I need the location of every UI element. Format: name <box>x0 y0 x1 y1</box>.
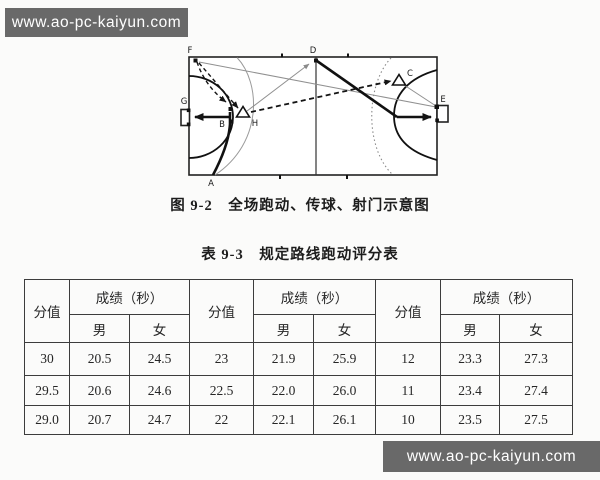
left-goal-area-arc <box>188 75 234 159</box>
table-cell: 27.4 <box>499 375 573 406</box>
run-path-a-b <box>211 112 232 176</box>
left-free-throw-arc <box>214 57 254 176</box>
pass-line-h-d <box>246 63 310 112</box>
header-cell-result: 成绩（秒） <box>440 279 573 315</box>
header-cell-male: 男 <box>69 314 130 343</box>
table-cell: 23.5 <box>440 405 500 435</box>
pass-line-c-e <box>400 82 437 107</box>
goal-post-marker <box>186 108 191 113</box>
table-cell: 22.1 <box>253 405 314 435</box>
header-cell-female: 女 <box>499 314 573 343</box>
watermark-url-top: www.ao-pc-kaiyun.com <box>11 13 182 31</box>
table-cell: 27.3 <box>499 342 573 376</box>
point-marker-b-upper <box>228 107 233 111</box>
point-marker-b-lower <box>229 119 234 124</box>
header-cell-result: 成绩（秒） <box>253 279 376 315</box>
header-cell-male: 男 <box>253 314 314 343</box>
dashed-pass-h-c <box>250 79 392 113</box>
header-cell-male: 男 <box>440 314 500 343</box>
point-label-g: G <box>181 97 188 107</box>
point-label-b: B <box>219 120 225 130</box>
table-cell: 20.7 <box>69 405 130 435</box>
table-cell: 30 <box>24 342 70 376</box>
point-marker-e <box>434 104 439 109</box>
point-label-c: C <box>407 69 413 79</box>
table-cell: 23 <box>189 342 254 376</box>
table-row: 29.5 20.6 24.6 22.5 22.0 26.0 11 23.4 27… <box>24 375 573 406</box>
player-triangle-c <box>391 72 407 86</box>
table-cell: 20.6 <box>69 375 130 406</box>
table-cell: 11 <box>375 375 441 406</box>
right-free-throw-arc <box>371 57 394 176</box>
table-caption: 表 9-3 规定路线跑动评分表 <box>201 247 399 263</box>
table-cell: 25.9 <box>313 342 376 376</box>
point-label-a: A <box>208 179 214 189</box>
header-row-1: 分值 成绩（秒） 分值 成绩（秒） 分值 成绩（秒） <box>24 279 573 343</box>
goal-post-marker <box>186 122 191 127</box>
table-cell: 27.5 <box>499 405 573 435</box>
point-marker-d <box>314 58 318 63</box>
table-cell: 24.6 <box>129 375 190 406</box>
watermark-banner-bottom: www.ao-pc-kaiyun.com <box>383 441 600 472</box>
table-cell: 24.5 <box>129 342 190 376</box>
point-marker-f <box>193 58 198 63</box>
header-cell-score: 分值 <box>24 279 70 343</box>
watermark-url-bottom: www.ao-pc-kaiyun.com <box>406 447 577 465</box>
table-cell: 22 <box>189 405 254 435</box>
player-triangle-h <box>235 104 251 118</box>
table-cell: 21.9 <box>253 342 314 376</box>
table-cell: 20.5 <box>69 342 130 376</box>
table-cell: 26.1 <box>313 405 376 435</box>
point-label-f: F <box>188 46 193 56</box>
header-cell-female: 女 <box>313 314 376 343</box>
goal-post-marker <box>435 118 439 123</box>
pass-line-f-e <box>198 61 437 108</box>
table-cell: 22.0 <box>253 375 314 406</box>
table-cell: 26.0 <box>313 375 376 406</box>
table-cell: 10 <box>375 405 441 435</box>
dashed-path-f-h <box>198 62 239 109</box>
header-cell-score: 分值 <box>189 279 254 343</box>
table-cell: 12 <box>375 342 441 376</box>
score-table: 分值 成绩（秒） 分值 成绩（秒） 分值 成绩（秒） 男 女 男 女 男 女 3… <box>24 279 573 435</box>
run-path-d <box>316 59 398 119</box>
substitution-ticks <box>279 53 349 179</box>
header-cell-score: 分值 <box>375 279 441 343</box>
table-cell: 23.3 <box>440 342 500 376</box>
header-cell-result: 成绩（秒） <box>69 279 190 315</box>
table-row: 29.0 20.7 24.7 22 22.1 26.1 10 23.5 27.5 <box>24 405 573 435</box>
table-cell: 23.4 <box>440 375 500 406</box>
table-cell: 24.7 <box>129 405 190 435</box>
watermark-banner-top: www.ao-pc-kaiyun.com <box>5 8 188 37</box>
header-cell-female: 女 <box>129 314 190 343</box>
table-cell: 22.5 <box>189 375 254 406</box>
table-cell: 29.5 <box>24 375 70 406</box>
point-label-h: H <box>252 119 258 129</box>
figure-caption: 图 9-2 全场跑动、传球、射门示意图 <box>170 198 430 214</box>
table-row: 30 20.5 24.5 23 21.9 25.9 12 23.3 27.3 <box>24 342 573 376</box>
point-label-d: D <box>310 46 317 56</box>
left-goal <box>180 108 191 127</box>
point-label-e: E <box>440 95 445 105</box>
right-goal <box>436 104 449 123</box>
header-row-2: 男 女 男 女 男 女 <box>25 314 573 343</box>
table-cell: 29.0 <box>24 405 70 435</box>
